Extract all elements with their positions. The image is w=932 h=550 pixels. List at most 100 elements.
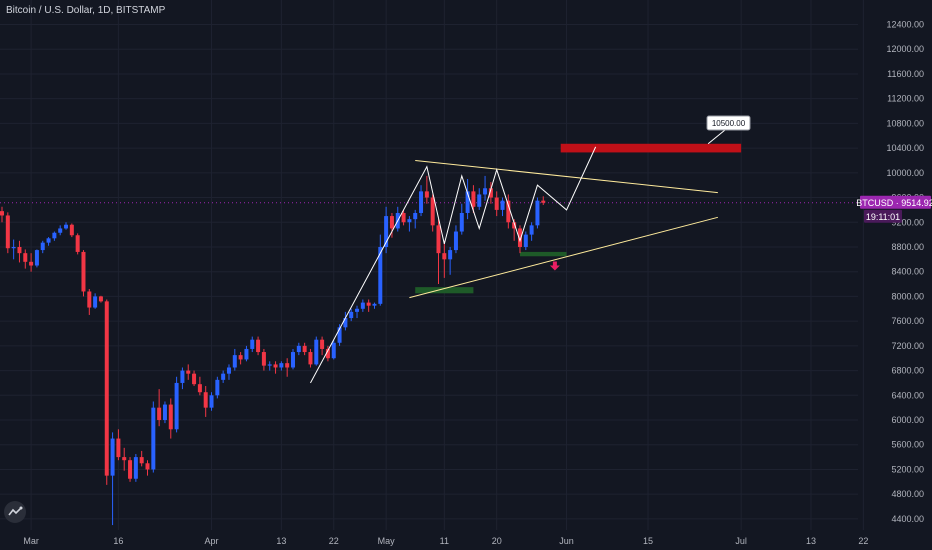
countdown-label: 19:11:01 — [866, 212, 900, 222]
candle-body — [174, 382, 179, 430]
candle-body — [273, 364, 278, 368]
candles — [0, 175, 546, 526]
candle-body — [407, 219, 412, 223]
symbol-title[interactable]: Bitcoin / U.S. Dollar, 1D, BITSTAMP — [6, 5, 166, 16]
candle-body — [296, 345, 301, 353]
candle-body — [459, 212, 464, 232]
candle-body — [17, 246, 22, 254]
candle-body — [46, 238, 51, 243]
chart-drawings-back — [415, 143, 742, 294]
candle-body — [116, 438, 121, 458]
candle-body — [320, 339, 325, 349]
candle-body — [430, 197, 435, 226]
trendline-upper[interactable] — [415, 159, 718, 194]
tradingview-logo-icon[interactable] — [4, 501, 26, 523]
candle-body — [477, 194, 482, 207]
candle-body — [122, 457, 127, 461]
candle-body — [215, 379, 220, 396]
candle-body — [337, 327, 342, 343]
candle-body — [52, 232, 57, 239]
candle-body — [192, 373, 197, 385]
x-tick-label: 20 — [492, 536, 502, 546]
candle-body — [331, 342, 336, 359]
y-tick-label: 6800.00 — [891, 366, 924, 376]
candle-body — [506, 200, 511, 223]
time-axis[interactable]: Mar 16 Apr 13 22 May 11 20 Jun 15 Jul 13 22 — [23, 536, 868, 546]
x-tick-label: 22 — [329, 536, 339, 546]
candle-body — [64, 224, 69, 229]
candle-body — [0, 211, 4, 216]
candle-body — [308, 352, 313, 365]
candle-body — [168, 404, 173, 430]
candle-body — [453, 231, 458, 251]
support-box[interactable] — [415, 287, 474, 294]
candle-body — [535, 200, 540, 226]
x-tick-label: Mar — [23, 536, 39, 546]
price-tags: BTCUSD · 9514.92 19:11:01 — [856, 195, 932, 223]
y-tick-label: 12400.00 — [886, 20, 924, 30]
x-tick-label: 13 — [806, 536, 816, 546]
candle-body — [413, 212, 418, 220]
wave-path[interactable] — [310, 146, 597, 384]
candle-body — [529, 225, 534, 235]
trendline-lower[interactable] — [409, 216, 718, 299]
candle-body — [285, 363, 290, 368]
candle-body — [448, 250, 453, 260]
candle-body — [419, 191, 424, 213]
candle-body — [23, 253, 28, 262]
x-tick-label: 11 — [440, 536, 449, 546]
resistance-box[interactable] — [560, 143, 742, 153]
y-tick-label: 9200.00 — [891, 217, 924, 227]
candle-body — [343, 318, 348, 328]
price-axis[interactable]: 4400.00 4800.00 5200.00 5600.00 6000.00 6400.… — [886, 20, 924, 524]
x-tick-label: May — [378, 536, 396, 546]
candle-body — [157, 407, 162, 421]
candle-body — [128, 460, 133, 479]
candle-body — [180, 370, 185, 383]
candle-body — [267, 364, 272, 366]
candle-body — [314, 339, 319, 365]
x-tick-label: 16 — [113, 536, 123, 546]
current-price-tag — [860, 195, 931, 209]
candle-body — [494, 197, 499, 210]
candle-body — [197, 384, 202, 393]
candle-body — [291, 352, 295, 368]
candle-body — [40, 242, 45, 251]
callout-pointer — [707, 129, 726, 145]
candle-body — [104, 301, 109, 476]
candle-body — [69, 224, 74, 236]
y-tick-label: 8000.00 — [891, 291, 924, 301]
x-tick-label: 22 — [858, 536, 868, 546]
candle-body — [11, 246, 16, 249]
target-callout[interactable] — [706, 115, 751, 131]
candle-body — [366, 302, 371, 306]
y-tick-label: 11600.00 — [887, 69, 924, 79]
x-tick-label: Apr — [205, 536, 219, 546]
candle-body — [355, 308, 360, 312]
candle-body — [401, 212, 406, 223]
candle-body — [110, 438, 115, 476]
candle-body — [34, 250, 39, 266]
candle-body — [442, 253, 447, 260]
y-tick-label: 10800.00 — [886, 118, 924, 128]
candle-body — [75, 235, 80, 252]
candle-body — [238, 355, 243, 360]
candle-body — [29, 261, 34, 266]
y-tick-label: 5600.00 — [891, 440, 924, 450]
candle-body — [302, 345, 307, 353]
support-box[interactable] — [519, 251, 567, 257]
candle-body — [349, 311, 354, 319]
candle-body — [81, 251, 86, 292]
countdown-tag — [864, 209, 902, 223]
candle-body — [5, 215, 10, 249]
candle-body — [488, 188, 493, 198]
candle-body — [145, 463, 150, 470]
candle-body — [389, 216, 394, 229]
candle-body — [384, 216, 389, 247]
candle-body — [517, 228, 522, 247]
candle-body — [209, 395, 214, 408]
candle-body — [256, 339, 261, 353]
candle-body — [162, 404, 167, 421]
candle-body — [186, 370, 191, 374]
